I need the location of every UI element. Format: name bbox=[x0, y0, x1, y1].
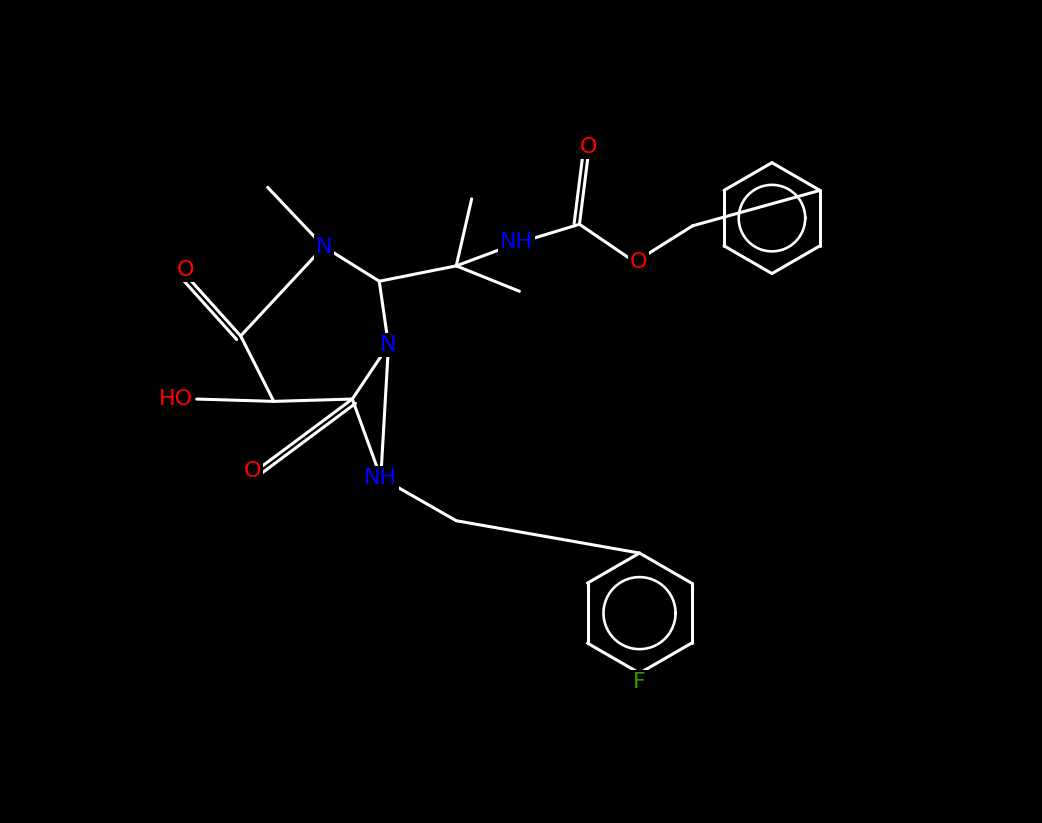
Text: O: O bbox=[630, 252, 647, 272]
Text: O: O bbox=[176, 260, 194, 281]
Text: O: O bbox=[244, 461, 260, 481]
Text: HO: HO bbox=[158, 389, 193, 409]
Text: N: N bbox=[316, 236, 332, 257]
Text: NH: NH bbox=[365, 467, 397, 487]
Text: O: O bbox=[580, 137, 597, 157]
Text: N: N bbox=[380, 335, 397, 356]
Text: NH: NH bbox=[365, 467, 397, 487]
Text: F: F bbox=[634, 672, 646, 692]
Text: NH: NH bbox=[500, 232, 532, 252]
